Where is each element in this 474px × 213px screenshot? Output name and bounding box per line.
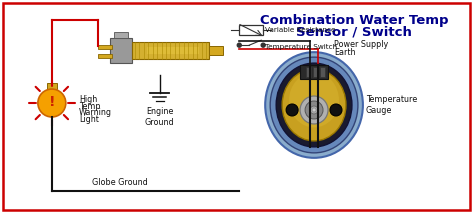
Text: High: High	[79, 95, 97, 104]
Ellipse shape	[265, 52, 363, 158]
Text: Power Supply: Power Supply	[334, 40, 388, 49]
Bar	[98, 54, 112, 58]
Circle shape	[286, 104, 298, 116]
Bar	[47, 83, 57, 89]
Text: Temp: Temp	[79, 102, 100, 111]
Circle shape	[38, 89, 66, 117]
Text: Engine
Ground: Engine Ground	[145, 107, 174, 127]
Text: Earth: Earth	[334, 48, 356, 57]
Text: Temperature Switch: Temperature Switch	[265, 44, 337, 50]
Text: Globe Ground: Globe Ground	[92, 178, 147, 187]
Bar	[313, 67, 318, 77]
Text: Variable Resistance: Variable Resistance	[265, 27, 336, 33]
Circle shape	[312, 108, 316, 112]
Bar	[146, 47, 200, 54]
Circle shape	[237, 43, 241, 47]
Bar	[306, 67, 311, 77]
Ellipse shape	[282, 69, 346, 141]
Circle shape	[300, 96, 328, 124]
Text: Sensor / Switch: Sensor / Switch	[296, 26, 412, 39]
Bar	[109, 38, 132, 63]
Circle shape	[305, 101, 323, 119]
Bar	[132, 42, 210, 59]
Text: Light: Light	[79, 115, 99, 124]
Ellipse shape	[276, 63, 352, 147]
Bar	[300, 65, 328, 79]
Bar	[210, 46, 223, 55]
Text: Combination Water Temp: Combination Water Temp	[260, 14, 448, 27]
Bar	[114, 32, 128, 38]
Bar	[239, 25, 263, 35]
Circle shape	[310, 106, 318, 114]
Text: Warning: Warning	[79, 108, 112, 118]
Text: Temperature
Gauge: Temperature Gauge	[366, 95, 417, 115]
Circle shape	[261, 43, 265, 47]
Circle shape	[330, 104, 342, 116]
Bar	[98, 45, 112, 49]
Bar	[320, 67, 325, 77]
Ellipse shape	[289, 73, 339, 127]
Ellipse shape	[270, 57, 358, 153]
Text: !: !	[49, 95, 55, 109]
